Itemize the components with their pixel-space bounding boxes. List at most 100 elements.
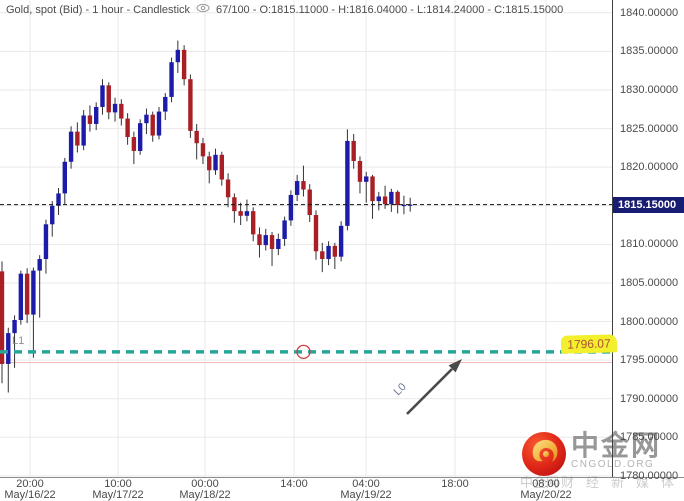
candle-up[interactable] [137, 123, 143, 151]
price-tick-label: 1810.00000 [620, 238, 679, 251]
price-tick-label: 1805.00000 [620, 276, 679, 289]
candle-up[interactable] [213, 154, 218, 171]
candle-up[interactable] [163, 96, 168, 112]
symbol-title: Gold, spot (Bid) - 1 hour - Candlestick [6, 3, 191, 16]
candle-down[interactable] [251, 211, 256, 235]
candle-up[interactable] [326, 245, 331, 260]
candle-up[interactable] [408, 204, 413, 206]
price-axis-border [612, 0, 613, 478]
logo-domain-text: CNGOLD.ORG [571, 459, 661, 470]
time-tick-label: 14:00 [280, 478, 308, 490]
candle-up[interactable] [6, 333, 11, 364]
price-tick-label: 1795.00000 [620, 354, 679, 367]
cngold-logo: 中金网 CNGOLD.ORG [521, 431, 661, 477]
candle-up[interactable] [81, 115, 86, 146]
candle-up[interactable] [156, 111, 162, 136]
line-tool-label-l1: L1 [12, 335, 25, 347]
candle-up[interactable] [376, 196, 381, 202]
candle-up[interactable] [175, 49, 181, 63]
candle-down[interactable] [370, 176, 375, 202]
price-tick-label: 1830.00000 [620, 83, 679, 96]
time-tick-label: 10:00 May/17/22 [92, 478, 144, 501]
candle-up[interactable] [12, 319, 17, 334]
time-axis-border [0, 477, 684, 478]
time-tick-label: 18:00 [441, 478, 469, 490]
candle-down[interactable] [219, 154, 224, 180]
eye-icon[interactable] [196, 3, 210, 16]
candle-up[interactable] [294, 181, 300, 195]
arrow-shaft[interactable] [406, 368, 453, 415]
candle-up[interactable] [338, 225, 344, 257]
candle-down[interactable] [207, 156, 212, 171]
candle-down[interactable] [351, 140, 356, 161]
candle-up[interactable] [263, 235, 268, 246]
candle-down[interactable] [200, 143, 206, 157]
current-price-value: 1815.15000 [618, 199, 677, 211]
candle-down[interactable] [257, 234, 262, 246]
candle-up[interactable] [18, 273, 24, 320]
candle-down[interactable] [24, 273, 30, 315]
candle-up[interactable] [68, 131, 74, 162]
candle-up[interactable] [144, 114, 149, 124]
price-tick-label: 1820.00000 [620, 161, 679, 174]
price-tick-label: 1790.00000 [620, 392, 679, 405]
candle-up[interactable] [62, 161, 67, 194]
candle-down[interactable] [238, 211, 243, 216]
candle-down[interactable] [269, 235, 275, 249]
candle-up[interactable] [401, 204, 407, 207]
price-tick-label: 1825.00000 [620, 122, 679, 135]
candle-up[interactable] [56, 193, 61, 206]
candle-down[interactable] [320, 251, 325, 260]
support-level-value: 1796.07 [567, 336, 611, 352]
candle-down[interactable] [87, 115, 93, 124]
ohlc-readout: 67/100 - O:1815.11000 - H:1816.04000 - L… [216, 3, 564, 16]
current-price-badge: 1815.15000 [613, 197, 684, 213]
candle-down[interactable] [382, 196, 388, 205]
candle-down[interactable] [301, 181, 306, 190]
candle-down[interactable] [131, 137, 137, 151]
candle-down[interactable] [150, 114, 155, 136]
candle-up[interactable] [282, 220, 287, 239]
arrow-label-l0: L0 [392, 381, 409, 398]
candle-down[interactable] [181, 49, 187, 80]
candle-down[interactable] [332, 245, 338, 257]
candle-up[interactable] [37, 259, 42, 271]
candle-up[interactable] [288, 194, 294, 221]
candle-up[interactable] [112, 103, 118, 113]
candle-down[interactable] [225, 179, 231, 198]
candle-down[interactable] [106, 85, 111, 113]
candle-down[interactable] [395, 191, 400, 205]
candle-down[interactable] [194, 130, 199, 144]
time-tick-label: 20:00 May/16/22 [4, 478, 56, 501]
chart-legend[interactable]: Gold, spot (Bid) - 1 hour - Candlestick … [6, 3, 563, 16]
candle-up[interactable] [276, 238, 281, 249]
candle-down[interactable] [125, 118, 130, 138]
support-level-flag[interactable]: 1796.07 [560, 334, 618, 354]
candle-up[interactable] [31, 270, 36, 315]
candle-up[interactable] [50, 205, 55, 225]
candle-up[interactable] [100, 85, 105, 107]
candle-down[interactable] [188, 79, 193, 131]
price-tick-label: 1785.00000 [620, 431, 679, 444]
candle-up[interactable] [345, 140, 350, 226]
candle-down[interactable] [357, 160, 363, 182]
candle-up[interactable] [169, 62, 174, 97]
candle-down[interactable] [119, 103, 124, 119]
line-handle-marker[interactable] [296, 344, 311, 360]
price-tick-label: 1780.00000 [620, 469, 679, 482]
candle-down[interactable] [313, 215, 319, 252]
candle-down[interactable] [307, 189, 312, 216]
time-tick-label: 04:00 May/19/22 [340, 478, 392, 501]
candle-down[interactable] [0, 271, 5, 364]
candle-up[interactable] [43, 224, 49, 260]
candle-up[interactable] [389, 191, 394, 205]
candle-up[interactable] [244, 211, 250, 216]
watermark-text: 中金网 财经新媒体 [520, 475, 684, 490]
candle-up[interactable] [364, 176, 369, 182]
price-tick-label: 1800.00000 [620, 315, 679, 328]
candle-up[interactable] [94, 106, 99, 124]
cngold-logo-icon [522, 432, 566, 476]
candle-down[interactable] [75, 131, 80, 146]
price-tick-label: 1840.00000 [620, 6, 679, 19]
